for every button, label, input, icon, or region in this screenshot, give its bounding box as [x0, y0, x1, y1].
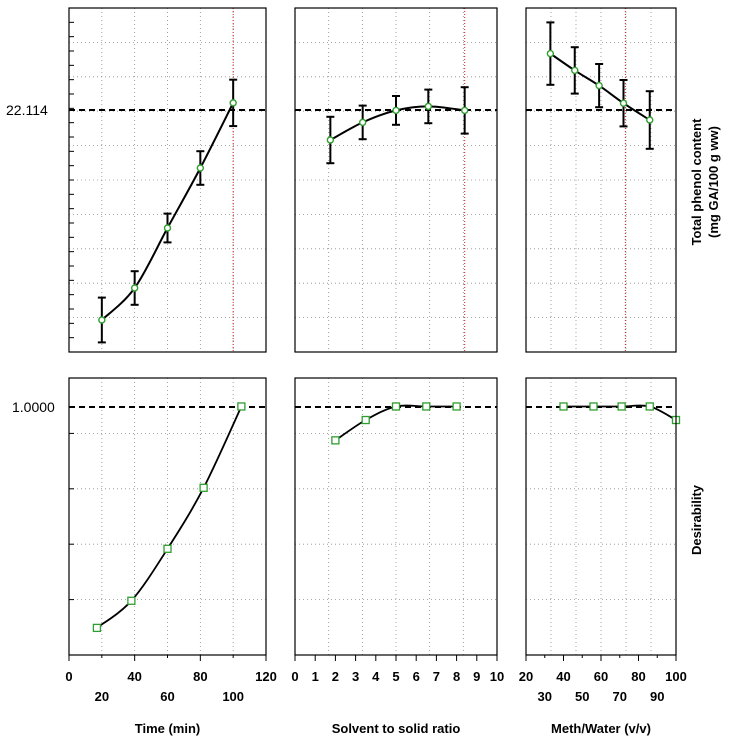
x-axis-title-1: Time (min)	[135, 721, 201, 736]
desirability-point	[645, 402, 654, 411]
x-tick-label: 30	[538, 689, 552, 704]
desirability-curve	[96, 406, 243, 629]
x-tick-label: 60	[160, 689, 174, 704]
x-tick-label: 70	[613, 689, 627, 704]
desirability-panel-0-grid	[69, 378, 266, 655]
response-panel-0-grid	[69, 8, 266, 352]
x-tick-label: 7	[433, 669, 440, 684]
x-tick-label: 90	[650, 689, 664, 704]
response-y-ticks	[69, 21, 74, 339]
x-tick-label: 80	[631, 669, 645, 684]
desirability-panel-2-grid	[526, 378, 676, 655]
response-point	[358, 118, 367, 127]
x-tick-label: 4	[372, 669, 380, 684]
desirability-y-ticks	[69, 432, 74, 601]
response-panel-frame-1	[68, 7, 267, 353]
desirability-point	[559, 402, 568, 411]
desirability-panel-frame-1	[68, 377, 267, 656]
desirability-panel-frame-3	[525, 377, 677, 656]
desirability-panel-1-grid	[295, 378, 497, 655]
x-tick-label: 100	[222, 689, 244, 704]
desirability-point	[617, 402, 626, 411]
desirability-point	[237, 402, 246, 411]
response-point	[546, 49, 555, 58]
x-tick-label: 10	[490, 669, 504, 684]
desirability-point	[589, 402, 598, 411]
desirability-point	[361, 415, 370, 425]
response-axis-title-line1: Total phenol content	[689, 118, 704, 246]
desirability-point	[391, 402, 401, 411]
x-tick-label: 50	[575, 689, 589, 704]
x-tick-label: 120	[255, 669, 277, 684]
x-tick-label: 20	[95, 689, 109, 704]
x-axis-title-2: Solvent to solid ratio	[332, 721, 461, 736]
response-panel-1-grid	[295, 8, 497, 352]
x-tick-label: 3	[352, 669, 359, 684]
response-point	[392, 106, 400, 115]
x-tick-label: 40	[556, 669, 570, 684]
response-point	[130, 284, 139, 292]
desirability-axis-title: Desirability	[689, 484, 704, 555]
response-point	[619, 99, 628, 107]
x-tick-label: 60	[594, 669, 608, 684]
response-point	[98, 316, 106, 324]
x-tick-label: 40	[127, 669, 141, 684]
x-tick-label: 9	[473, 669, 480, 684]
x-tick-label: 20	[519, 669, 533, 684]
x-axis-title-3: Meth/Water (v/v)	[551, 721, 651, 736]
x-tick-label: 0	[291, 669, 298, 684]
x-tick-label: 2	[332, 669, 339, 684]
response-panel-2-grid	[526, 8, 676, 352]
x-tick-label: 0	[65, 669, 72, 684]
response-axis-title-line2: (mg GA/100 g ww)	[706, 126, 721, 238]
desirability-reference-value: 1.0000	[12, 399, 55, 415]
x-tick-label: 5	[392, 669, 399, 684]
desirability-point	[452, 402, 461, 411]
response-point	[595, 81, 603, 90]
x-tick-label: 6	[413, 669, 420, 684]
x-tick-label: 8	[453, 669, 460, 684]
x-tick-label: 100	[665, 669, 687, 684]
desirability-point	[331, 436, 340, 445]
desirability-point	[422, 402, 431, 411]
x-tick-label: 1	[312, 669, 319, 684]
desirability-panel-frame-2	[294, 377, 498, 656]
desirability-point	[127, 596, 136, 605]
desirability-point	[92, 623, 102, 633]
desirability-point	[163, 544, 172, 553]
response-point	[460, 106, 469, 115]
response-point	[646, 116, 654, 124]
response-reference-value: 22.114	[6, 102, 48, 118]
response-panel-frame-3	[525, 7, 677, 353]
response-point	[163, 224, 172, 232]
response-point	[424, 102, 433, 111]
response-panel-frame-2	[294, 7, 498, 353]
response-point	[571, 66, 579, 75]
response-point	[196, 164, 205, 172]
x-tick-label: 80	[193, 669, 207, 684]
response-curve	[101, 102, 235, 321]
response-point	[229, 99, 237, 107]
desirability-point	[199, 483, 208, 492]
response-point	[326, 136, 335, 144]
